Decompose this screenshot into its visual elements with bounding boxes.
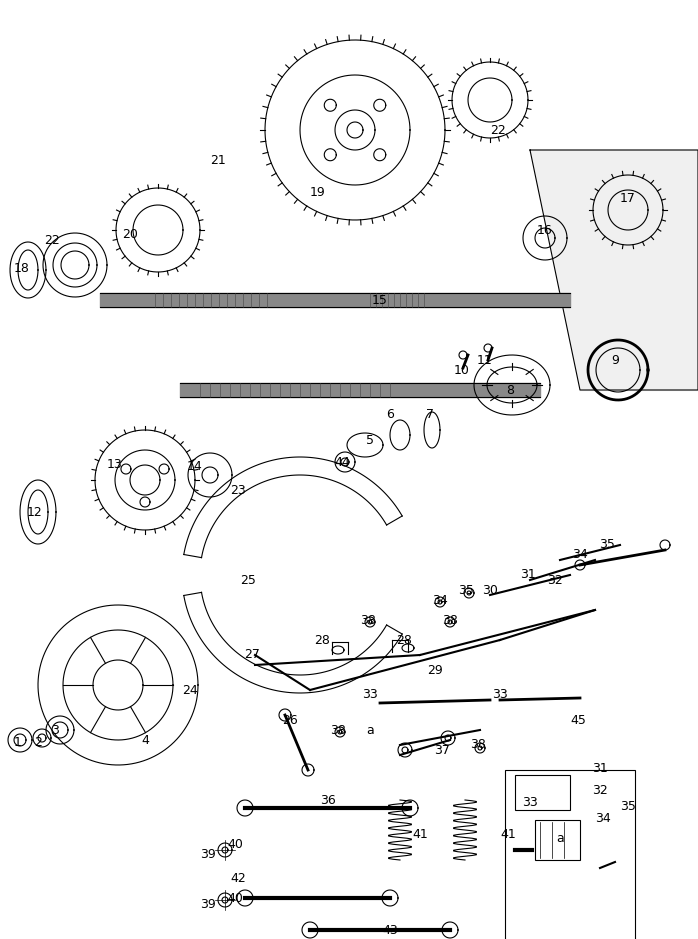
Text: 39: 39 — [200, 849, 216, 861]
Text: 27: 27 — [244, 649, 260, 661]
Text: 41: 41 — [412, 828, 428, 841]
Text: 45: 45 — [570, 714, 586, 727]
Text: 38: 38 — [360, 613, 376, 626]
Bar — [535, 820, 580, 860]
Text: 12: 12 — [27, 505, 43, 518]
Text: 40: 40 — [227, 891, 243, 904]
Text: 26: 26 — [282, 714, 298, 727]
Text: 37: 37 — [434, 744, 450, 757]
Text: a: a — [366, 724, 374, 736]
Text: 3: 3 — [51, 724, 59, 736]
Text: 42: 42 — [230, 871, 246, 885]
Text: 25: 25 — [240, 574, 256, 587]
Text: 34: 34 — [432, 593, 448, 607]
Text: 22: 22 — [490, 124, 506, 136]
Text: 11: 11 — [477, 353, 493, 366]
Text: 36: 36 — [320, 793, 336, 807]
Text: 1: 1 — [14, 735, 22, 748]
Text: 35: 35 — [458, 583, 474, 596]
Text: 8: 8 — [506, 383, 514, 396]
Text: 29: 29 — [427, 664, 443, 676]
Text: 33: 33 — [492, 688, 508, 701]
Text: 2: 2 — [34, 735, 42, 748]
Text: 4: 4 — [141, 733, 149, 747]
Text: 19: 19 — [310, 186, 326, 198]
Text: 38: 38 — [442, 613, 458, 626]
Text: 35: 35 — [620, 799, 636, 812]
Text: 14: 14 — [187, 460, 203, 473]
Text: 9: 9 — [611, 353, 619, 366]
Text: 43: 43 — [382, 923, 398, 936]
Text: 17: 17 — [620, 192, 636, 205]
Text: 38: 38 — [470, 738, 486, 751]
Text: 5: 5 — [366, 434, 374, 447]
Text: 33: 33 — [522, 795, 538, 808]
Text: 13: 13 — [107, 458, 123, 471]
Text: 16: 16 — [537, 223, 553, 237]
Polygon shape — [100, 293, 570, 307]
Text: 35: 35 — [599, 538, 615, 551]
Text: 44: 44 — [334, 455, 350, 469]
Text: 40: 40 — [227, 839, 243, 852]
Bar — [505, 770, 635, 939]
Text: 15: 15 — [372, 294, 388, 306]
Text: 28: 28 — [314, 634, 330, 646]
Text: 34: 34 — [572, 548, 588, 562]
Text: 32: 32 — [547, 574, 563, 587]
Text: 38: 38 — [330, 724, 346, 736]
Polygon shape — [530, 150, 698, 390]
Text: 18: 18 — [14, 261, 30, 274]
Text: 7: 7 — [426, 408, 434, 422]
Text: 6: 6 — [386, 408, 394, 422]
Text: 39: 39 — [200, 899, 216, 912]
Text: 28: 28 — [396, 634, 412, 646]
Polygon shape — [180, 383, 540, 397]
Text: 22: 22 — [44, 234, 60, 247]
Text: 32: 32 — [592, 783, 608, 796]
Text: 30: 30 — [482, 583, 498, 596]
Text: 33: 33 — [362, 688, 378, 701]
Text: a: a — [556, 832, 564, 844]
Text: 34: 34 — [595, 811, 611, 824]
Text: 24: 24 — [182, 684, 198, 697]
Text: 41: 41 — [500, 828, 516, 841]
Text: 23: 23 — [230, 484, 246, 497]
Text: 31: 31 — [592, 762, 608, 775]
Text: 21: 21 — [210, 153, 226, 166]
Text: 20: 20 — [122, 228, 138, 241]
Text: 10: 10 — [454, 363, 470, 377]
Text: 31: 31 — [520, 568, 536, 581]
Bar — [515, 775, 570, 810]
